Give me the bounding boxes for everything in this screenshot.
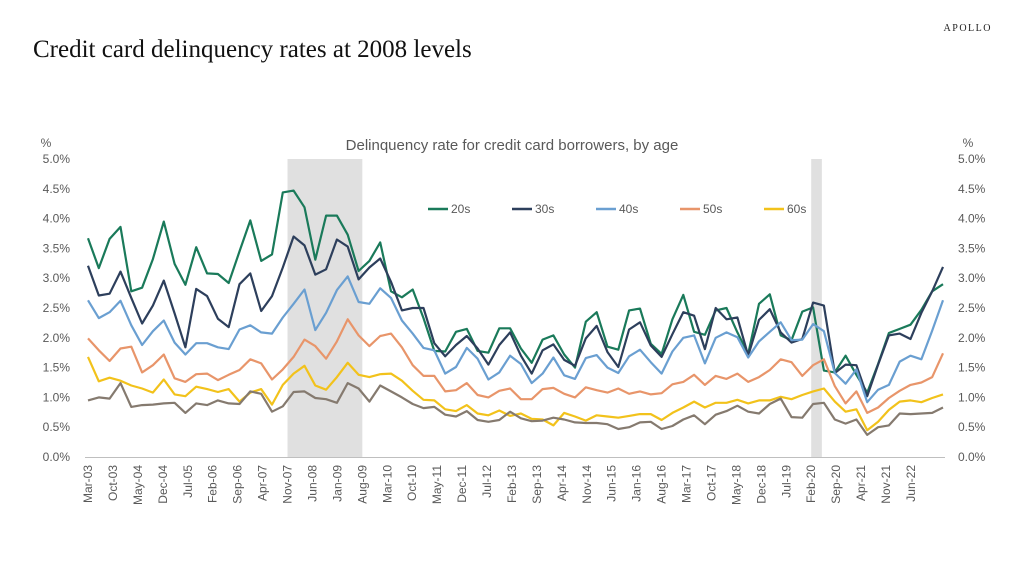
x-tick-label: Apr-14 (555, 465, 569, 501)
y-tick-label-right: 2.5% (958, 301, 986, 315)
legend-label-50s: 50s (703, 202, 722, 216)
y-tick-label-right: 2.0% (958, 331, 986, 345)
y-tick-label-left: 4.0% (43, 212, 71, 226)
legend-label-20s: 20s (451, 202, 470, 216)
x-tick-label: Apr-07 (256, 465, 270, 501)
x-tick-label: May-04 (131, 465, 145, 505)
x-tick-label: Mar-03 (81, 465, 95, 503)
x-tick-label: Feb-13 (505, 465, 519, 503)
chart-subtitle: Delinquency rate for credit card borrowe… (346, 137, 679, 154)
x-tick-label: Jan-09 (330, 465, 344, 502)
legend-label-30s: 30s (535, 202, 554, 216)
x-tick-label: Aug-16 (655, 465, 669, 504)
x-tick-label: Feb-20 (804, 465, 818, 503)
x-tick-label: Jul-12 (480, 465, 494, 498)
x-tick-label: Oct-17 (704, 465, 718, 501)
series-line-50s (87, 318, 945, 414)
x-tick-label: Sep-13 (530, 465, 544, 504)
y-tick-label-left: 2.5% (43, 301, 71, 315)
x-tick-label: May-11 (430, 465, 444, 504)
y-tick-label-right: 4.5% (958, 182, 986, 196)
y-axis-unit-left: % (41, 136, 52, 150)
y-tick-label-right: 3.0% (958, 271, 986, 285)
y-tick-label-left: 3.5% (43, 241, 71, 255)
y-axis-right: 0.0% 0.5% 1.0% 1.5% 2.0% 2.5% 3.0% 3.5% 4.0% 4.5%… (958, 152, 986, 464)
x-tick-label: Jul-19 (779, 465, 793, 498)
x-tick-label: Dec-18 (754, 465, 768, 504)
x-tick-label: Jan-16 (630, 465, 644, 502)
x-tick-label: Mar-17 (680, 465, 694, 503)
page-title: Credit card delinquency rates at 2008 le… (33, 36, 472, 63)
legend: 20s 30s 40s 50s 60s (428, 202, 806, 216)
y-tick-label-right: 0.0% (958, 450, 986, 464)
y-tick-label-right: 0.5% (958, 420, 986, 434)
x-tick-label: Jul-05 (181, 465, 195, 498)
x-tick-label: Nov-14 (580, 465, 594, 504)
shaded-region-1 (287, 159, 363, 457)
y-tick-label-left: 1.0% (43, 390, 71, 404)
x-tick-label: Sep-06 (231, 465, 245, 504)
series-line-20s (86, 189, 944, 394)
x-tick-label: Aug-09 (355, 465, 369, 504)
y-tick-label-right: 3.5% (958, 241, 986, 255)
legend-label-40s: 40s (619, 202, 638, 216)
y-tick-label-left: 0.5% (43, 420, 71, 434)
y-tick-label-right: 1.5% (958, 361, 986, 375)
y-axis-left: 0.0% 0.5% 1.0% 1.5% 2.0% 2.5% 3.0% 3.5% 4.0% 4.5%… (43, 152, 71, 464)
y-tick-label-left: 2.0% (43, 331, 71, 345)
y-tick-label-right: 4.0% (958, 212, 986, 226)
series-line-40s (87, 275, 945, 404)
series-lines (86, 189, 945, 436)
y-axis-unit-right: % (963, 136, 974, 150)
x-tick-label: Oct-03 (106, 465, 120, 501)
y-tick-label-left: 0.0% (43, 450, 71, 464)
x-tick-label: Dec-04 (156, 465, 170, 504)
x-tick-label: Feb-06 (206, 465, 220, 503)
x-tick-label: Oct-10 (405, 465, 419, 501)
y-tick-label-left: 1.5% (43, 361, 71, 375)
x-tick-label: May-18 (729, 465, 743, 505)
x-axis: Mar-03 Oct-03 May-04 Dec-04 Jul-05 Feb-06 Sep-… (81, 465, 918, 505)
x-tick-label: Nov-21 (879, 465, 893, 504)
y-tick-label-left: 3.0% (43, 271, 71, 285)
y-tick-label-right: 1.0% (958, 390, 986, 404)
y-tick-label-right: 5.0% (958, 152, 986, 166)
x-tick-label: Nov-07 (281, 465, 295, 504)
y-tick-label-left: 5.0% (43, 152, 71, 166)
series-line-series-6 (87, 382, 944, 436)
x-tick-label: Mar-10 (380, 465, 394, 503)
legend-label-60s: 60s (787, 202, 806, 216)
brand-logo: APOLLO (943, 23, 992, 34)
x-tick-label: Jun-22 (904, 465, 918, 502)
x-tick-label: Jun-08 (305, 465, 319, 502)
x-tick-label: Dec-11 (455, 465, 469, 503)
x-tick-label: Sep-20 (829, 465, 843, 504)
y-tick-label-left: 4.5% (43, 182, 71, 196)
x-tick-label: Jun-15 (605, 465, 619, 502)
recession-shading (287, 159, 822, 457)
shaded-region-2 (811, 159, 822, 457)
x-tick-label: Apr-21 (854, 465, 868, 501)
